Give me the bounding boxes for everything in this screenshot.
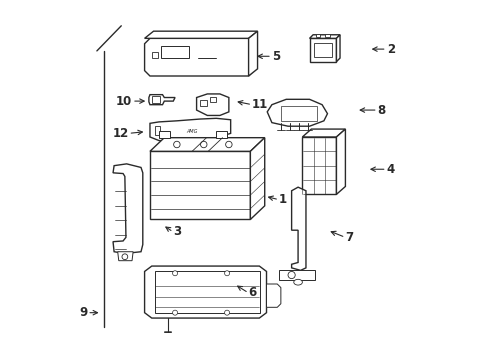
Polygon shape [150,138,265,151]
Circle shape [182,141,188,147]
Polygon shape [118,252,133,261]
Text: 5: 5 [272,50,280,63]
Circle shape [224,271,230,276]
Circle shape [166,141,172,147]
Polygon shape [155,126,160,135]
Polygon shape [248,31,258,76]
Polygon shape [145,266,267,318]
Polygon shape [196,94,229,116]
Circle shape [172,271,177,276]
Polygon shape [216,131,227,138]
Polygon shape [281,107,317,121]
Text: 7: 7 [345,231,354,244]
Text: 8: 8 [378,104,386,117]
Text: 4: 4 [387,163,395,176]
Circle shape [172,310,177,315]
Polygon shape [200,100,207,107]
Polygon shape [145,31,258,39]
Polygon shape [325,35,330,37]
Polygon shape [310,35,340,39]
Polygon shape [337,35,340,62]
Polygon shape [150,151,250,220]
Circle shape [225,141,232,148]
Text: 6: 6 [248,287,257,300]
Text: AMG: AMG [186,129,197,134]
Polygon shape [163,140,173,154]
Text: 1: 1 [279,193,287,206]
Text: 12: 12 [112,127,128,140]
Polygon shape [155,271,260,313]
Polygon shape [149,95,175,105]
Polygon shape [279,270,315,280]
Text: 10: 10 [116,95,132,108]
Polygon shape [210,97,216,102]
Polygon shape [292,187,306,270]
Polygon shape [113,164,143,253]
Polygon shape [302,137,337,194]
Polygon shape [161,45,190,58]
Polygon shape [337,129,345,194]
Polygon shape [150,118,231,141]
Text: 11: 11 [252,98,269,111]
Polygon shape [267,284,281,307]
Polygon shape [145,39,254,76]
Text: 2: 2 [387,42,395,55]
Polygon shape [310,39,337,62]
Polygon shape [159,131,170,138]
Circle shape [173,141,180,148]
Polygon shape [152,96,160,103]
Polygon shape [316,35,320,37]
Ellipse shape [294,279,302,285]
Circle shape [288,271,295,279]
Text: 9: 9 [79,306,87,319]
Text: 3: 3 [173,225,181,238]
Polygon shape [302,129,345,137]
Polygon shape [250,138,265,220]
Polygon shape [267,99,327,126]
Polygon shape [152,51,158,58]
Circle shape [224,310,230,315]
Circle shape [200,141,207,148]
Polygon shape [179,140,190,154]
Circle shape [122,254,128,260]
Polygon shape [314,43,332,57]
